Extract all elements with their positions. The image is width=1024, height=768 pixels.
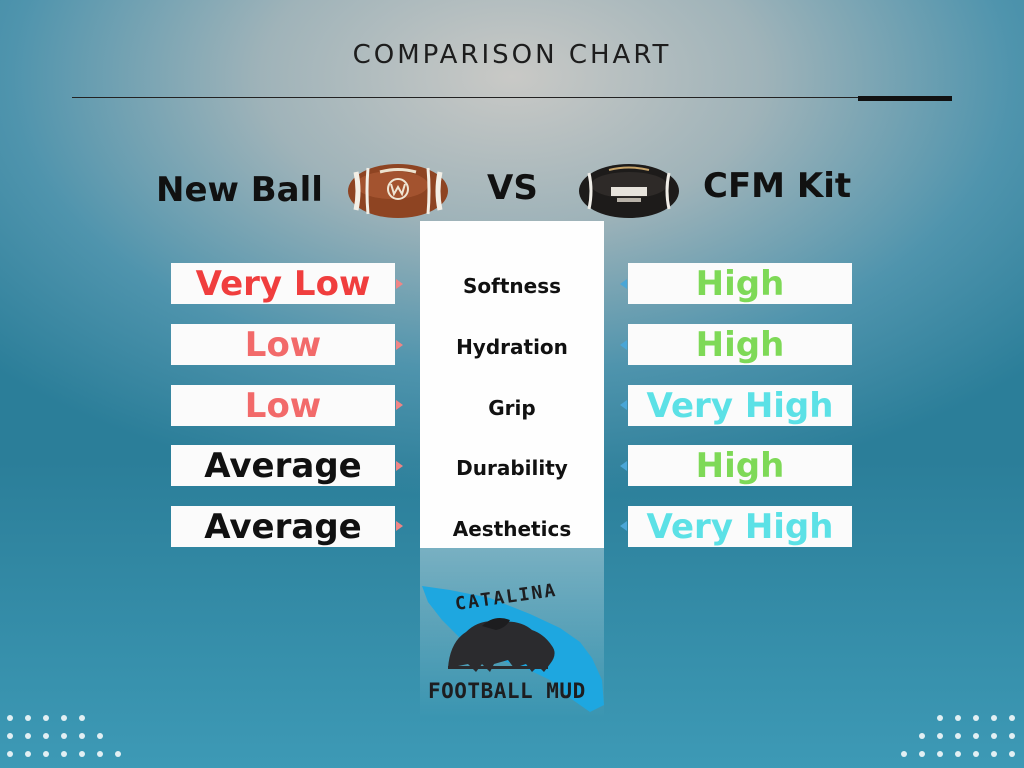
left-product-label: New Ball — [156, 170, 323, 210]
arrow-left-icon — [620, 521, 627, 531]
arrow-right-icon — [396, 521, 403, 531]
football-brown-icon — [348, 164, 448, 218]
right-rating-durability: High — [628, 445, 852, 486]
left-rating-aesthetics: Average — [171, 506, 395, 547]
right-rating-softness: High — [628, 263, 852, 304]
criterion-aesthetics: Aesthetics — [452, 517, 572, 541]
football-black-icon — [579, 164, 679, 218]
criterion-durability: Durability — [456, 456, 568, 480]
arrow-right-icon — [396, 461, 403, 471]
logo-bottom-text: FOOTBALL MUD — [428, 679, 586, 703]
versus-label: VS — [487, 168, 538, 208]
catalina-football-mud-logo: CATALINA FOOTBALL MUD — [422, 580, 604, 712]
decorative-dots-right — [901, 715, 1015, 757]
right-rating-grip: Very High — [628, 385, 852, 426]
criterion-softness: Softness — [462, 274, 562, 298]
arrow-left-icon — [620, 279, 627, 289]
title-divider — [72, 97, 952, 98]
left-rating-grip: Low — [171, 385, 395, 426]
criterion-grip: Grip — [488, 396, 536, 420]
title-divider-accent — [858, 96, 952, 101]
arrow-left-icon — [620, 400, 627, 410]
arrow-right-icon — [396, 279, 403, 289]
left-rating-hydration: Low — [171, 324, 395, 365]
arrow-right-icon — [396, 400, 403, 410]
decorative-dots-left — [7, 715, 121, 757]
arrow-right-icon — [396, 340, 403, 350]
criterion-hydration: Hydration — [456, 335, 568, 359]
right-rating-aesthetics: Very High — [628, 506, 852, 547]
right-product-label: CFM Kit — [703, 166, 852, 206]
arrow-left-icon — [620, 340, 627, 350]
left-rating-softness: Very Low — [171, 263, 395, 304]
left-rating-durability: Average — [171, 445, 395, 486]
criteria-panel — [420, 221, 604, 548]
arrow-left-icon — [620, 461, 627, 471]
page-title: COMPARISON CHART — [352, 40, 672, 70]
right-rating-hydration: High — [628, 324, 852, 365]
